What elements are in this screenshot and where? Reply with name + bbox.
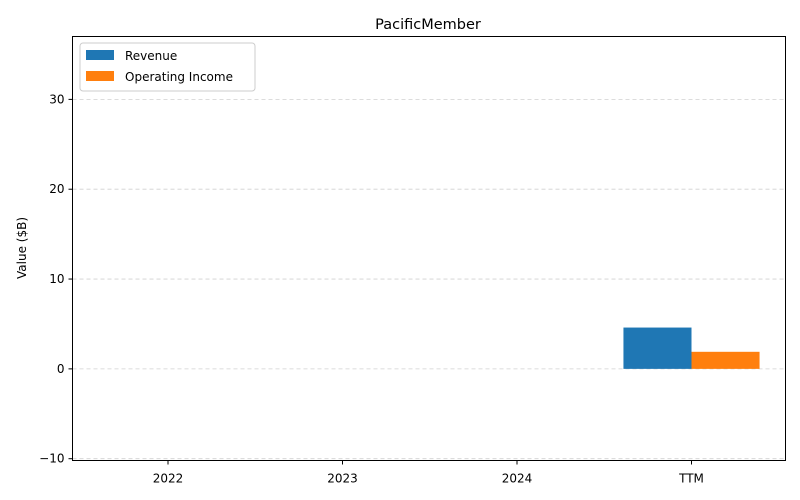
x-axis-ticks: 2022 2023 2024 TTM (153, 460, 704, 486)
legend-label-operating-income: Operating Income (125, 70, 233, 84)
y-tick-label: 30 (49, 92, 64, 106)
x-tick-label: 2022 (153, 472, 184, 486)
legend-box (79, 42, 256, 92)
legend: Revenue Operating Income (79, 42, 256, 92)
legend-swatch-operating-income (86, 71, 114, 81)
y-tick-label: 0 (57, 362, 65, 376)
x-tick-label: TTM (678, 472, 704, 486)
x-tick-label: 2023 (327, 472, 358, 486)
y-axis-ticks: −10 0 10 20 30 (39, 92, 73, 466)
y-tick-label: 20 (49, 182, 64, 196)
bar-operating-income-ttm (691, 351, 760, 369)
bar-revenue-ttm (623, 327, 692, 369)
y-tick-label: 10 (49, 272, 64, 286)
legend-label-revenue: Revenue (125, 49, 177, 63)
chart-title: PacificMember (375, 17, 481, 33)
plot-frame (72, 36, 786, 461)
y-axis-label: Value ($B) (15, 217, 29, 279)
bars (623, 327, 760, 369)
legend-swatch-revenue (86, 50, 114, 60)
x-tick-label: 2024 (502, 472, 533, 486)
y-tick-label: −10 (39, 452, 64, 466)
